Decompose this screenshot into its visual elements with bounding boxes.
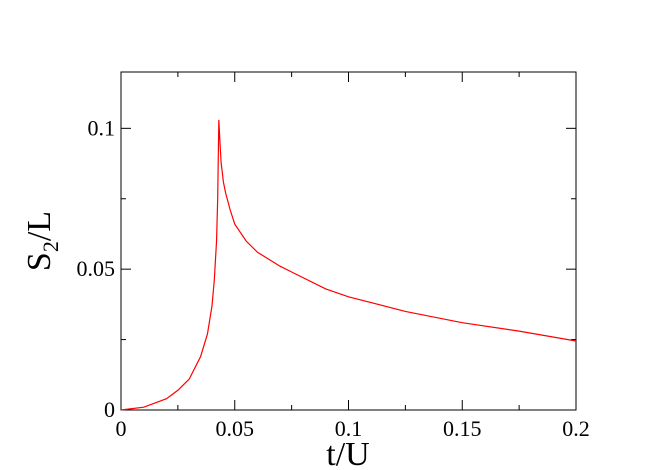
y-axis-label: S2/L (21, 211, 63, 271)
y-tick-label: 0.05 (77, 256, 116, 281)
data-line (120, 119, 577, 411)
x-tick-label: 0.2 (562, 416, 590, 441)
y-axis-label-base: S (21, 252, 58, 271)
y-tick-label: 0.1 (88, 115, 116, 140)
y-axis-label-rest: /L (21, 211, 58, 241)
x-tick-label: 0.05 (216, 416, 255, 441)
plot-frame (120, 71, 577, 411)
x-tick-label: 0 (116, 416, 127, 441)
x-tick-label: 0.15 (443, 416, 482, 441)
y-tick-label: 0 (104, 397, 115, 422)
x-axis-label: t/U (326, 436, 369, 470)
y-axis-label-subscript: 2 (38, 241, 63, 252)
x-tick-label: 0.1 (335, 416, 363, 441)
